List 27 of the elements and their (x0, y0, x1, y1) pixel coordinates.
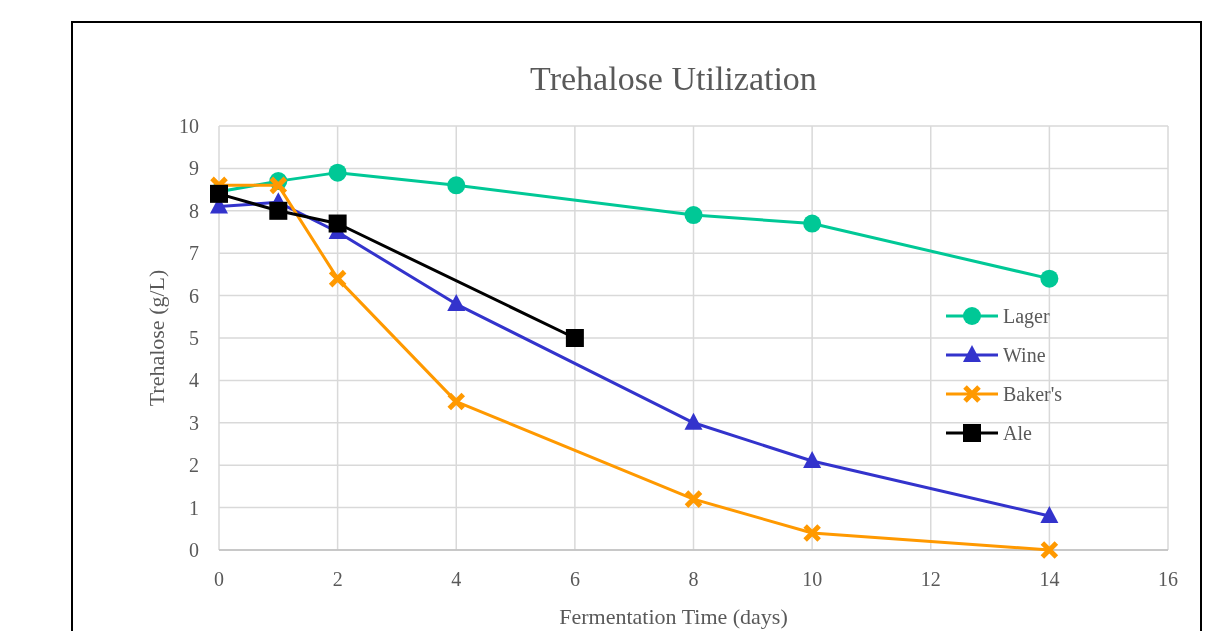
x-tick-label: 2 (332, 568, 343, 590)
x-tick-label: 10 (802, 568, 823, 590)
legend-label: Ale (1003, 422, 1032, 444)
y-tick-label: 1 (189, 496, 199, 519)
x-axis-title: Fermentation Time (days) (559, 604, 788, 629)
y-tick-label: 6 (189, 284, 199, 307)
y-tick-label: 0 (189, 539, 199, 561)
x-tick-label: 6 (569, 568, 580, 590)
y-tick-label: 10 (179, 115, 199, 137)
y-tick-label: 3 (189, 411, 199, 434)
chart-title: Trehalose Utilization (530, 60, 817, 97)
x-tick-label: 4 (451, 568, 462, 590)
x-tick-label: 8 (688, 568, 699, 590)
y-tick-label: 2 (189, 454, 199, 477)
y-tick-label: 9 (189, 157, 199, 180)
y-tick-label: 5 (189, 327, 199, 349)
x-tick-label: 12 (920, 568, 941, 590)
x-tick-label: 16 (1158, 568, 1178, 590)
y-tick-label: 8 (189, 199, 199, 222)
legend-label: Lager (1003, 305, 1050, 328)
y-tick-label: 4 (189, 369, 199, 392)
x-tick-label: 0 (214, 568, 224, 590)
legend-label: Baker's (1003, 383, 1063, 405)
legend-label: Wine (1003, 344, 1046, 366)
y-tick-label: 7 (189, 242, 199, 265)
x-tick-label: 14 (1039, 568, 1060, 590)
y-axis-title: Trehalose (g/L) (144, 269, 169, 407)
